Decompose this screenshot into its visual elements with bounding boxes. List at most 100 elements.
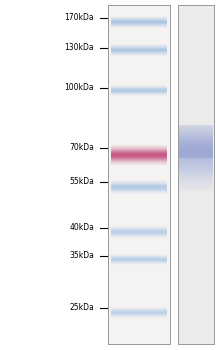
FancyBboxPatch shape <box>111 88 167 89</box>
FancyBboxPatch shape <box>179 161 213 162</box>
FancyBboxPatch shape <box>111 310 167 311</box>
FancyBboxPatch shape <box>179 166 213 167</box>
FancyBboxPatch shape <box>111 257 167 258</box>
FancyBboxPatch shape <box>111 259 167 260</box>
FancyBboxPatch shape <box>111 45 167 46</box>
FancyBboxPatch shape <box>111 44 167 45</box>
FancyBboxPatch shape <box>111 237 167 238</box>
FancyBboxPatch shape <box>111 157 167 158</box>
FancyBboxPatch shape <box>179 178 213 180</box>
FancyBboxPatch shape <box>179 188 213 190</box>
FancyBboxPatch shape <box>179 175 213 177</box>
FancyBboxPatch shape <box>111 254 167 255</box>
FancyBboxPatch shape <box>111 315 167 316</box>
FancyBboxPatch shape <box>179 151 213 153</box>
FancyBboxPatch shape <box>179 141 213 143</box>
FancyBboxPatch shape <box>179 170 213 172</box>
FancyBboxPatch shape <box>178 5 214 344</box>
FancyBboxPatch shape <box>111 229 167 230</box>
FancyBboxPatch shape <box>111 232 167 233</box>
FancyBboxPatch shape <box>111 21 167 22</box>
FancyBboxPatch shape <box>179 158 213 159</box>
FancyBboxPatch shape <box>179 185 213 187</box>
FancyBboxPatch shape <box>111 94 167 95</box>
FancyBboxPatch shape <box>111 313 167 314</box>
FancyBboxPatch shape <box>111 314 167 315</box>
FancyBboxPatch shape <box>111 156 167 157</box>
FancyBboxPatch shape <box>111 234 167 235</box>
FancyBboxPatch shape <box>179 180 213 182</box>
FancyBboxPatch shape <box>111 27 167 28</box>
FancyBboxPatch shape <box>111 22 167 23</box>
FancyBboxPatch shape <box>111 182 167 183</box>
FancyBboxPatch shape <box>111 163 167 164</box>
FancyBboxPatch shape <box>111 18 167 19</box>
FancyBboxPatch shape <box>179 177 213 178</box>
FancyBboxPatch shape <box>179 143 213 145</box>
Text: 170kDa: 170kDa <box>64 14 94 22</box>
FancyBboxPatch shape <box>111 155 167 156</box>
FancyBboxPatch shape <box>111 145 167 146</box>
FancyBboxPatch shape <box>179 136 213 138</box>
FancyBboxPatch shape <box>111 256 167 257</box>
FancyBboxPatch shape <box>179 132 213 133</box>
Text: 55kDa: 55kDa <box>69 177 94 187</box>
FancyBboxPatch shape <box>111 95 167 96</box>
FancyBboxPatch shape <box>111 308 167 309</box>
FancyBboxPatch shape <box>111 150 167 151</box>
FancyBboxPatch shape <box>111 230 167 231</box>
FancyBboxPatch shape <box>179 187 213 188</box>
FancyBboxPatch shape <box>111 91 167 92</box>
FancyBboxPatch shape <box>111 258 167 259</box>
FancyBboxPatch shape <box>111 85 167 86</box>
FancyBboxPatch shape <box>111 264 167 265</box>
FancyBboxPatch shape <box>111 151 167 152</box>
FancyBboxPatch shape <box>111 154 167 155</box>
FancyBboxPatch shape <box>111 51 167 52</box>
FancyBboxPatch shape <box>111 49 167 50</box>
FancyBboxPatch shape <box>111 180 167 181</box>
FancyBboxPatch shape <box>108 5 170 344</box>
FancyBboxPatch shape <box>111 164 167 165</box>
FancyBboxPatch shape <box>179 138 213 140</box>
FancyBboxPatch shape <box>111 236 167 237</box>
FancyBboxPatch shape <box>111 55 167 56</box>
FancyBboxPatch shape <box>111 47 167 48</box>
FancyBboxPatch shape <box>111 312 167 313</box>
FancyBboxPatch shape <box>111 149 167 150</box>
FancyBboxPatch shape <box>179 153 213 154</box>
FancyBboxPatch shape <box>111 25 167 26</box>
FancyBboxPatch shape <box>179 156 213 158</box>
FancyBboxPatch shape <box>111 53 167 54</box>
FancyBboxPatch shape <box>111 160 167 161</box>
FancyBboxPatch shape <box>111 90 167 91</box>
FancyBboxPatch shape <box>111 48 167 49</box>
FancyBboxPatch shape <box>179 183 213 185</box>
FancyBboxPatch shape <box>179 167 213 169</box>
FancyBboxPatch shape <box>111 228 167 229</box>
FancyBboxPatch shape <box>111 191 167 192</box>
FancyBboxPatch shape <box>111 261 167 262</box>
FancyBboxPatch shape <box>111 316 167 317</box>
FancyBboxPatch shape <box>179 172 213 174</box>
FancyBboxPatch shape <box>179 149 213 151</box>
FancyBboxPatch shape <box>111 87 167 88</box>
Text: 100kDa: 100kDa <box>64 84 94 92</box>
FancyBboxPatch shape <box>179 133 213 135</box>
Text: 70kDa: 70kDa <box>69 144 94 153</box>
FancyBboxPatch shape <box>179 164 213 166</box>
FancyBboxPatch shape <box>111 307 167 308</box>
FancyBboxPatch shape <box>111 20 167 21</box>
FancyBboxPatch shape <box>111 255 167 256</box>
FancyBboxPatch shape <box>111 19 167 20</box>
FancyBboxPatch shape <box>111 86 167 87</box>
FancyBboxPatch shape <box>111 190 167 191</box>
FancyBboxPatch shape <box>179 145 213 146</box>
FancyBboxPatch shape <box>179 146 213 148</box>
FancyBboxPatch shape <box>111 235 167 236</box>
Text: 130kDa: 130kDa <box>64 43 94 52</box>
Text: 25kDa: 25kDa <box>69 303 94 313</box>
FancyBboxPatch shape <box>179 182 213 183</box>
FancyBboxPatch shape <box>111 26 167 27</box>
FancyBboxPatch shape <box>179 174 213 175</box>
